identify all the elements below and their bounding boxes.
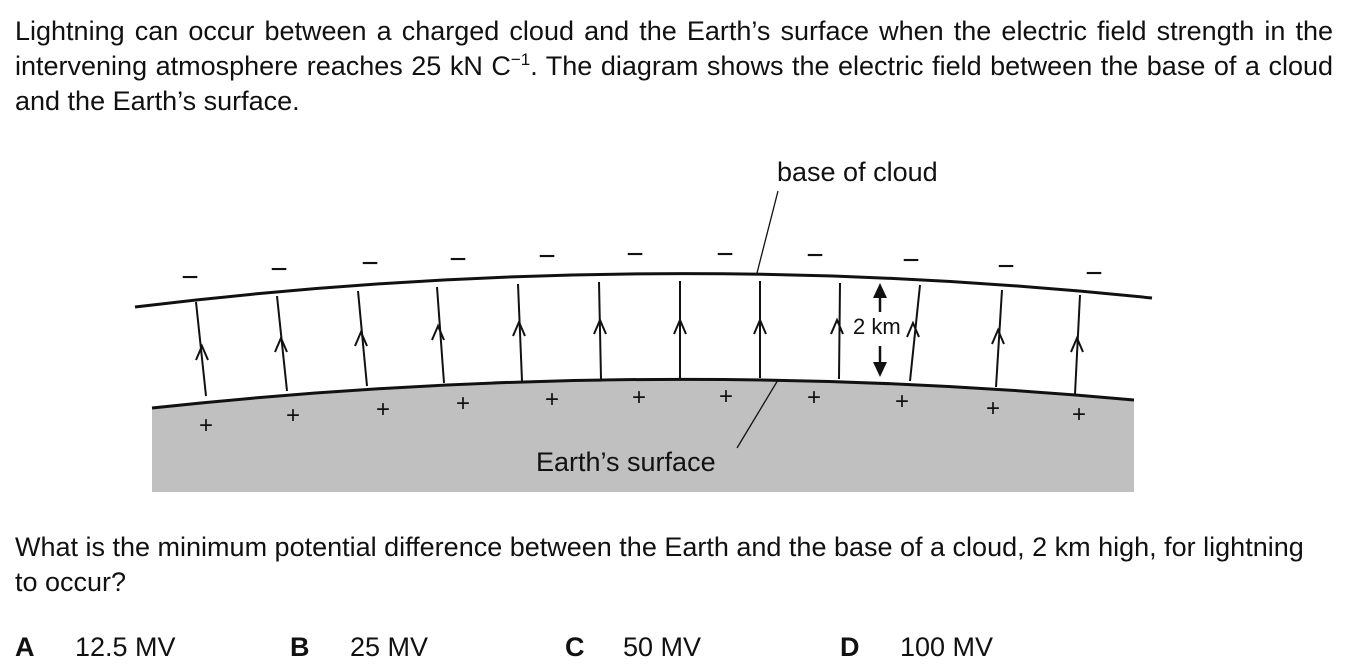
option-c[interactable]: C 50 MV bbox=[565, 630, 701, 665]
positive-charge: + bbox=[1072, 401, 1086, 428]
option-letter: A bbox=[15, 632, 35, 662]
earth-region bbox=[152, 379, 1134, 492]
positive-charge: + bbox=[895, 388, 909, 415]
negative-charge: − bbox=[538, 240, 556, 273]
option-letter: B bbox=[290, 632, 310, 662]
negative-charge: − bbox=[626, 238, 644, 271]
negative-charge: − bbox=[270, 253, 288, 286]
positive-charge: + bbox=[456, 390, 470, 417]
negative-charge: − bbox=[902, 244, 920, 277]
positive-charge: + bbox=[986, 395, 1000, 422]
intro-superscript: −1 bbox=[510, 50, 531, 69]
question-text: What is the minimum potential difference… bbox=[15, 532, 1304, 597]
option-value: 25 MV bbox=[350, 632, 429, 662]
intro-text-part1: Lightning can occur between a charged cl… bbox=[15, 16, 1333, 81]
field-lines bbox=[195, 281, 1084, 397]
option-b[interactable]: B 25 MV bbox=[290, 630, 428, 665]
positive-charge: + bbox=[632, 384, 646, 411]
earth-surface-line bbox=[151, 377, 1135, 410]
positive-charge: + bbox=[286, 402, 300, 429]
intro-text-part2: . The diagram shows the electric field b… bbox=[15, 51, 1333, 116]
negative-charge: − bbox=[806, 239, 824, 272]
negative-charge: − bbox=[1085, 257, 1103, 290]
option-letter: D bbox=[840, 632, 860, 662]
positive-charge: + bbox=[199, 412, 213, 439]
question-intro: Lightning can occur between a charged cl… bbox=[15, 14, 1333, 119]
option-letter: C bbox=[565, 632, 585, 662]
positive-charge: + bbox=[807, 384, 821, 411]
negative-charge: − bbox=[181, 261, 199, 294]
negative-charges: − − − − − − − − − − − bbox=[181, 238, 1103, 294]
positive-charge: + bbox=[545, 386, 559, 413]
earth-leader-line bbox=[736, 379, 779, 449]
negative-charge: − bbox=[361, 247, 379, 280]
negative-charge: − bbox=[997, 250, 1015, 283]
cloud-base-line bbox=[134, 272, 1153, 309]
earth-label: Earth’s surface bbox=[536, 447, 716, 477]
option-a[interactable]: A 12.5 MV bbox=[15, 630, 176, 665]
cloud-label: base of cloud bbox=[777, 157, 938, 187]
positive-charge: + bbox=[376, 396, 390, 423]
negative-charge: − bbox=[716, 238, 734, 271]
option-d[interactable]: D 100 MV bbox=[840, 630, 993, 665]
cloud-leader-line bbox=[756, 190, 779, 274]
option-value: 100 MV bbox=[900, 632, 994, 662]
positive-charges: + + + + + + + + + + + bbox=[199, 383, 1086, 439]
height-indicator bbox=[873, 283, 887, 377]
option-value: 12.5 MV bbox=[75, 632, 176, 662]
height-label: 2 km bbox=[853, 314, 901, 339]
option-value: 50 MV bbox=[623, 632, 702, 662]
positive-charge: + bbox=[719, 383, 733, 410]
negative-charge: − bbox=[449, 243, 467, 276]
